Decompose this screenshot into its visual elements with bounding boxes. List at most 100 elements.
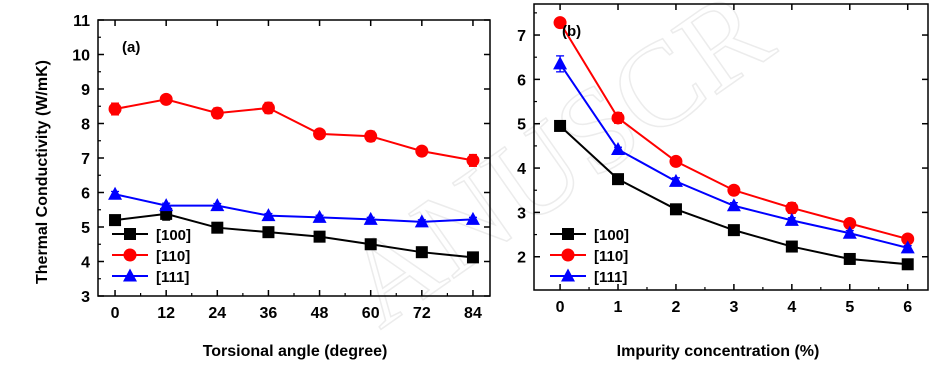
y-tick-label: 10 — [72, 48, 90, 65]
y-tick-label: 2 — [517, 250, 526, 267]
data-point — [415, 246, 428, 259]
legend-marker — [562, 228, 574, 240]
data-point — [727, 224, 740, 237]
x-tick-label: 0 — [111, 305, 120, 322]
x-tick-label: 3 — [729, 299, 738, 316]
series-line — [114, 98, 474, 162]
data-point — [785, 201, 799, 215]
series-[100] — [109, 207, 479, 264]
x-axis-label-a: Torsional angle (degree) — [203, 343, 388, 360]
data-point — [313, 127, 327, 141]
data-point — [108, 102, 122, 116]
data-point — [611, 141, 626, 155]
legend-label: [111] — [156, 269, 189, 286]
legend-label: [100] — [594, 227, 629, 244]
x-tick-label: 6 — [903, 299, 912, 316]
series-line — [114, 212, 474, 259]
data-point — [668, 173, 683, 187]
plot-frame-1 — [533, 3, 929, 291]
data-point — [159, 92, 173, 106]
data-point — [466, 251, 479, 264]
data-point — [211, 221, 224, 234]
x-tick-label: 5 — [845, 299, 854, 316]
series-[111] — [108, 186, 480, 228]
y-tick-label: 8 — [81, 117, 90, 134]
x-tick-label: 2 — [672, 299, 681, 316]
legend-marker — [561, 248, 575, 262]
legend-marker — [123, 248, 137, 262]
legend-label: [110] — [156, 248, 190, 265]
data-point — [843, 216, 857, 230]
data-point — [465, 211, 480, 225]
x-tick-label: 12 — [157, 305, 175, 322]
data-point — [261, 101, 275, 115]
y-tick-label: 3 — [81, 289, 90, 306]
x-tick-label: 84 — [464, 305, 482, 322]
y-tick-label: 5 — [81, 220, 90, 237]
legend-marker — [123, 268, 137, 282]
x-tick-label: 60 — [362, 305, 380, 322]
data-point — [313, 230, 326, 243]
data-point — [901, 258, 914, 271]
legend-marker — [124, 228, 136, 240]
data-point — [901, 232, 915, 246]
data-point — [553, 16, 567, 30]
series-[110] — [553, 16, 915, 246]
y-tick-label: 7 — [517, 28, 526, 45]
data-point — [364, 238, 377, 251]
y-tick-label: 5 — [517, 117, 526, 134]
data-point — [669, 154, 683, 168]
data-point — [554, 119, 567, 132]
x-tick-label: 1 — [614, 299, 623, 316]
y-tick-label: 4 — [517, 161, 526, 178]
y-tick-label: 6 — [517, 72, 526, 89]
y-tick-label: 4 — [81, 255, 90, 272]
x-tick-label: 36 — [260, 305, 278, 322]
y-tick-label: 3 — [517, 205, 526, 222]
x-tick-label: 4 — [787, 299, 796, 316]
panel-a-chart: 0 12 24 36 48 60 72 84 3 4 5 6 7 8 9 10 11 (a) [100] [110] [… — [72, 13, 491, 322]
legend-label: [110] — [594, 248, 628, 265]
data-point — [210, 106, 224, 120]
data-point — [415, 144, 429, 158]
data-point — [842, 225, 857, 239]
legend-label: [111] — [594, 269, 627, 286]
data-point — [414, 214, 429, 228]
data-point — [843, 252, 856, 265]
data-point — [784, 212, 799, 226]
panel-b-chart: 0 1 2 3 4 5 6 2 3 4 5 6 7 (b) [100] [110] [111] — [517, 3, 929, 316]
panel-label: (a) — [122, 39, 140, 56]
y-tick-label: 11 — [73, 13, 90, 30]
legend-marker — [561, 268, 575, 282]
data-point — [108, 186, 123, 200]
x-axis-label-b: Impurity concentration (%) — [617, 343, 820, 360]
data-point — [785, 240, 798, 253]
data-point — [159, 198, 174, 212]
data-point — [611, 111, 625, 125]
data-point — [553, 56, 568, 70]
x-tick-label: 48 — [311, 305, 329, 322]
x-tick-label: 0 — [556, 299, 565, 316]
legend-label: [100] — [156, 227, 191, 244]
data-point — [210, 198, 225, 212]
y-tick-label: 9 — [81, 82, 90, 99]
series-[110] — [108, 92, 480, 167]
data-point — [669, 203, 682, 216]
data-point — [262, 226, 275, 239]
data-point — [466, 153, 480, 167]
data-point — [364, 129, 378, 143]
y-tick-label: 7 — [81, 151, 90, 168]
data-point — [727, 183, 741, 197]
x-tick-label: 24 — [208, 305, 226, 322]
series-[111] — [553, 55, 915, 254]
data-point — [726, 198, 741, 212]
data-point — [261, 208, 276, 222]
y-axis-label-a: Thermal Conductivity (W/mK) — [34, 60, 51, 284]
data-point — [900, 240, 915, 254]
data-point — [612, 173, 625, 186]
y-tick-label: 6 — [81, 186, 90, 203]
data-point — [109, 214, 122, 227]
data-point — [363, 211, 378, 225]
data-point — [312, 209, 327, 223]
